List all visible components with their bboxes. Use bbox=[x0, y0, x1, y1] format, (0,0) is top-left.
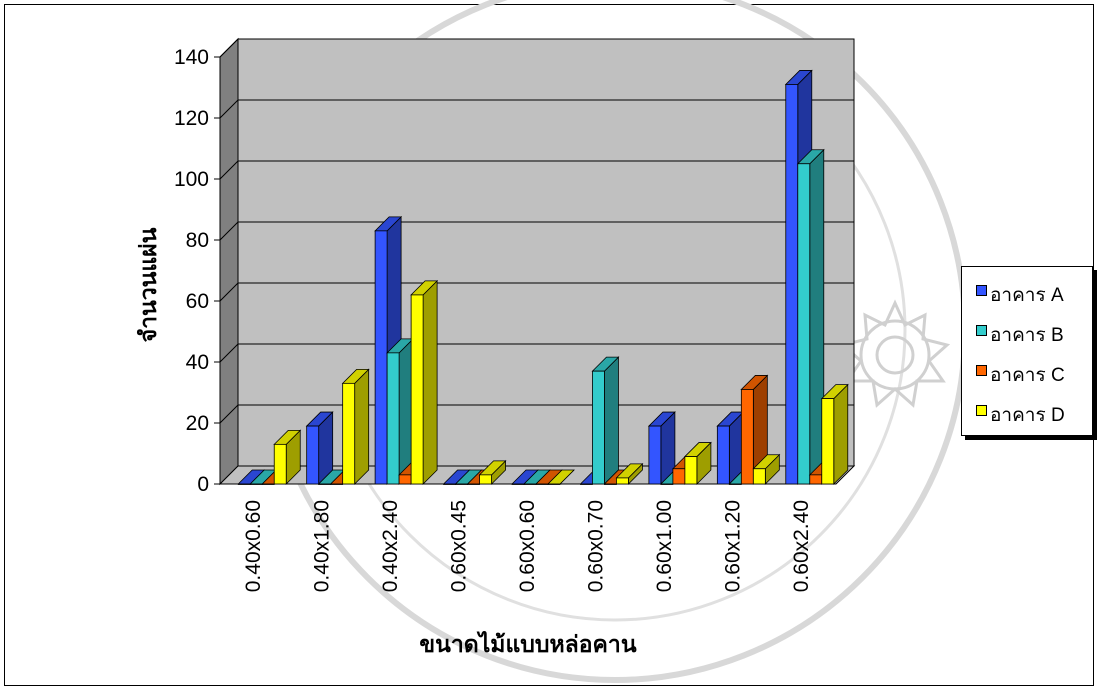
bar bbox=[591, 356, 620, 485]
y-axis-ticks: 0 20 40 60 80 100 120 140 bbox=[174, 46, 221, 496]
gridline bbox=[219, 282, 854, 302]
y-tick-label: 100 bbox=[174, 168, 209, 191]
bar bbox=[273, 429, 302, 485]
y-tick-label: 40 bbox=[186, 351, 209, 374]
gridline bbox=[219, 221, 854, 241]
y-tick-label: 0 bbox=[197, 473, 209, 496]
bar bbox=[615, 462, 644, 485]
gridline bbox=[219, 343, 854, 363]
bar bbox=[341, 368, 370, 485]
x-tick-label: 0.40x1.80 bbox=[311, 500, 334, 592]
x-tick-label: 0.40x2.40 bbox=[379, 500, 402, 592]
x-tick-label: 0.60x0.70 bbox=[584, 500, 607, 592]
y-tick-label: 140 bbox=[174, 46, 209, 69]
side-wall bbox=[219, 37, 239, 486]
gridlines bbox=[219, 38, 854, 424]
y-tick-label: 20 bbox=[186, 412, 209, 435]
x-tick-label: 0.60x2.40 bbox=[790, 500, 813, 592]
bar bbox=[752, 453, 781, 485]
bar bbox=[478, 459, 507, 485]
legend-item: อาคาร B bbox=[962, 315, 1092, 355]
y-tick-label: 80 bbox=[186, 229, 209, 252]
x-axis-categories: 0.40x0.60 0.40x1.80 0.40x2.40 0.60x0.45 0.60… bbox=[242, 500, 813, 592]
legend-label: อาคาร D bbox=[990, 405, 1065, 426]
bars bbox=[237, 69, 849, 485]
bar bbox=[305, 411, 334, 485]
x-tick-label: 0.60x0.60 bbox=[516, 500, 539, 592]
x-tick-label: 0.60x1.20 bbox=[721, 500, 744, 592]
gridline bbox=[219, 99, 854, 119]
x-tick-label: 0.40x0.60 bbox=[242, 500, 265, 592]
gridline bbox=[219, 404, 854, 424]
legend-label: อาคาร A bbox=[990, 285, 1064, 306]
gridline bbox=[219, 38, 854, 58]
bar bbox=[547, 469, 575, 485]
legend-label: อาคาร B bbox=[990, 325, 1064, 346]
legend-swatch bbox=[976, 364, 987, 376]
legend-swatch bbox=[976, 284, 987, 296]
x-axis-title: ขนาดไม้แบบหล่อคาน bbox=[419, 630, 636, 657]
bar bbox=[740, 374, 769, 485]
bar bbox=[386, 337, 415, 485]
bar bbox=[820, 383, 849, 485]
bar bbox=[647, 411, 676, 485]
y-tick-label: 60 bbox=[186, 290, 209, 313]
bar bbox=[410, 279, 439, 485]
legend-item: อาคาร C bbox=[962, 355, 1092, 395]
bar bbox=[683, 441, 712, 485]
y-tick-label: 120 bbox=[174, 107, 209, 130]
bar bbox=[716, 411, 745, 485]
gridline bbox=[219, 160, 854, 180]
legend-swatch bbox=[976, 404, 987, 416]
y-axis-title: จำนวนแผ่น bbox=[135, 227, 161, 342]
legend-item: อาคาร A bbox=[962, 275, 1092, 315]
legend: อาคาร A อาคาร B อาคาร C อาคาร D bbox=[961, 266, 1093, 436]
bar bbox=[796, 148, 825, 485]
legend-item: อาคาร D bbox=[962, 395, 1092, 435]
x-tick-label: 0.60x1.00 bbox=[653, 500, 676, 592]
legend-swatch bbox=[976, 324, 987, 336]
legend-label: อาคาร C bbox=[990, 365, 1065, 386]
x-tick-label: 0.60x0.45 bbox=[448, 500, 471, 592]
